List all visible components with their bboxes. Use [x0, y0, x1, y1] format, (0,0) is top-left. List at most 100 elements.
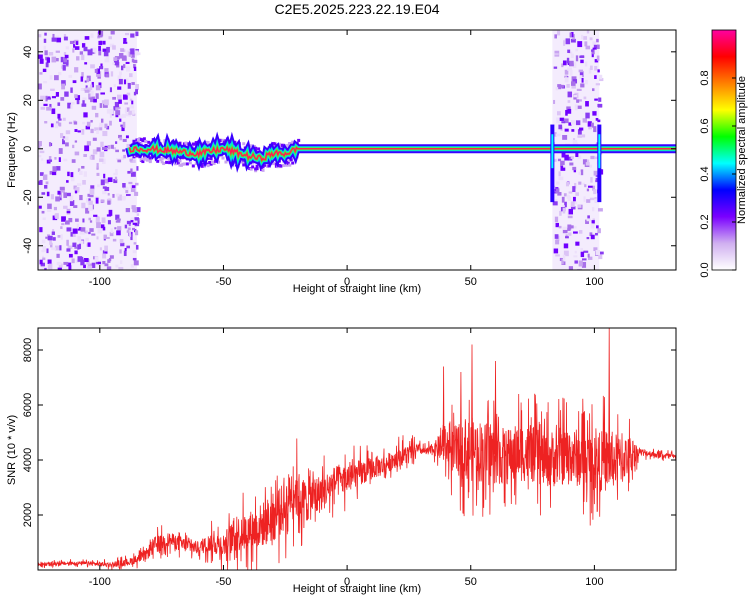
track-halo: [206, 164, 210, 168]
noise-speck: [575, 48, 579, 52]
noise-speck: [41, 267, 45, 270]
noise-speck: [135, 230, 139, 236]
noise-speck: [572, 79, 578, 84]
noise-speck: [66, 262, 72, 267]
noise-speck: [590, 155, 595, 160]
noise-speck: [126, 92, 131, 96]
track-halo: [224, 160, 228, 164]
track-halo: [135, 154, 139, 158]
noise-speck: [568, 122, 572, 126]
noise-speck: [81, 165, 85, 169]
noise-speck: [89, 156, 93, 160]
noise-speck: [42, 245, 47, 252]
noise-speck: [55, 92, 59, 97]
noise-speck: [74, 129, 78, 132]
noise-speck: [129, 98, 133, 101]
noise-speck: [568, 232, 572, 236]
noise-speck: [127, 82, 131, 89]
noise-speck: [74, 140, 78, 143]
noise-speck: [595, 232, 598, 236]
track-halo: [221, 138, 225, 142]
noise-speck: [130, 217, 135, 221]
noise-speck: [585, 45, 591, 50]
noise-speck: [578, 260, 583, 267]
track-halo: [251, 161, 255, 165]
noise-speck: [552, 191, 558, 194]
noise-speck: [77, 236, 82, 242]
x-tick-label: 100: [585, 276, 603, 288]
noise-speck: [99, 122, 104, 128]
noise-speck: [95, 112, 99, 118]
noise-speck: [567, 49, 571, 53]
noise-speck: [126, 66, 131, 72]
noise-speck: [98, 45, 101, 51]
noise-speck: [42, 255, 45, 260]
noise-speck: [87, 49, 93, 56]
noise-speck: [124, 248, 127, 251]
noise-speck: [88, 231, 91, 235]
noise-speck: [123, 64, 126, 69]
snr-x-axis-label: Height of straight line (km): [293, 583, 421, 595]
noise-speck: [85, 125, 91, 130]
x-tick-label: 0: [344, 276, 350, 288]
noise-speck: [129, 184, 134, 189]
spectrogram-frame: [37, 29, 677, 271]
noise-speck: [564, 69, 569, 75]
track-halo: [288, 142, 292, 146]
noise-speck: [567, 108, 572, 114]
noise-speck: [44, 121, 48, 124]
noise-speck: [582, 182, 586, 185]
noise-speck: [100, 179, 105, 186]
noise-speck: [562, 134, 568, 140]
noise-speck: [112, 62, 115, 65]
noise-speck: [107, 220, 111, 225]
noise-speck: [103, 51, 109, 57]
noise-speck: [565, 181, 569, 187]
noise-speck: [559, 210, 562, 216]
noise-speck: [73, 121, 78, 125]
track-halo: [289, 158, 293, 162]
noise-speck: [119, 118, 122, 122]
noise-speck: [74, 151, 80, 156]
noise-speck: [119, 71, 123, 75]
noise-speck: [89, 97, 93, 100]
track-halo: [212, 161, 216, 165]
noise-speck: [576, 99, 582, 102]
noise-speck: [40, 95, 45, 100]
track-halo: [178, 159, 182, 163]
noise-speck: [572, 139, 578, 145]
noise-speck: [48, 159, 53, 162]
noise-speck: [569, 60, 574, 67]
noise-speck: [562, 228, 568, 234]
noise-speck: [96, 216, 100, 219]
noise-speck: [58, 148, 63, 154]
noise-speck: [557, 111, 561, 116]
noise-speck: [56, 37, 62, 43]
noise-speck: [115, 110, 121, 116]
noise-speck: [89, 228, 94, 232]
noise-speck: [88, 93, 92, 100]
noise-speck: [75, 218, 79, 222]
noise-speck: [134, 217, 139, 220]
y-tick-label: -40: [22, 238, 34, 254]
noise-speck: [82, 121, 86, 125]
noise-speck: [572, 186, 576, 193]
noise-speck: [115, 193, 120, 197]
x-tick-label: -50: [216, 576, 232, 588]
noise-speck: [54, 213, 58, 218]
noise-speck: [575, 192, 580, 196]
noise-speck: [70, 104, 73, 109]
noise-speck: [72, 228, 78, 234]
noise-speck: [72, 48, 75, 53]
noise-speck: [564, 154, 569, 161]
noise-speck: [56, 261, 62, 266]
noise-speck: [102, 190, 107, 195]
track-halo: [194, 162, 198, 166]
spectrogram-x-axis-label: Height of straight line (km): [293, 283, 421, 295]
noise-speck: [45, 62, 49, 68]
noise-speck: [589, 232, 593, 237]
noise-speck: [114, 59, 119, 66]
noise-speck: [58, 71, 62, 76]
noise-speck: [88, 204, 93, 211]
noise-speck: [599, 77, 604, 82]
